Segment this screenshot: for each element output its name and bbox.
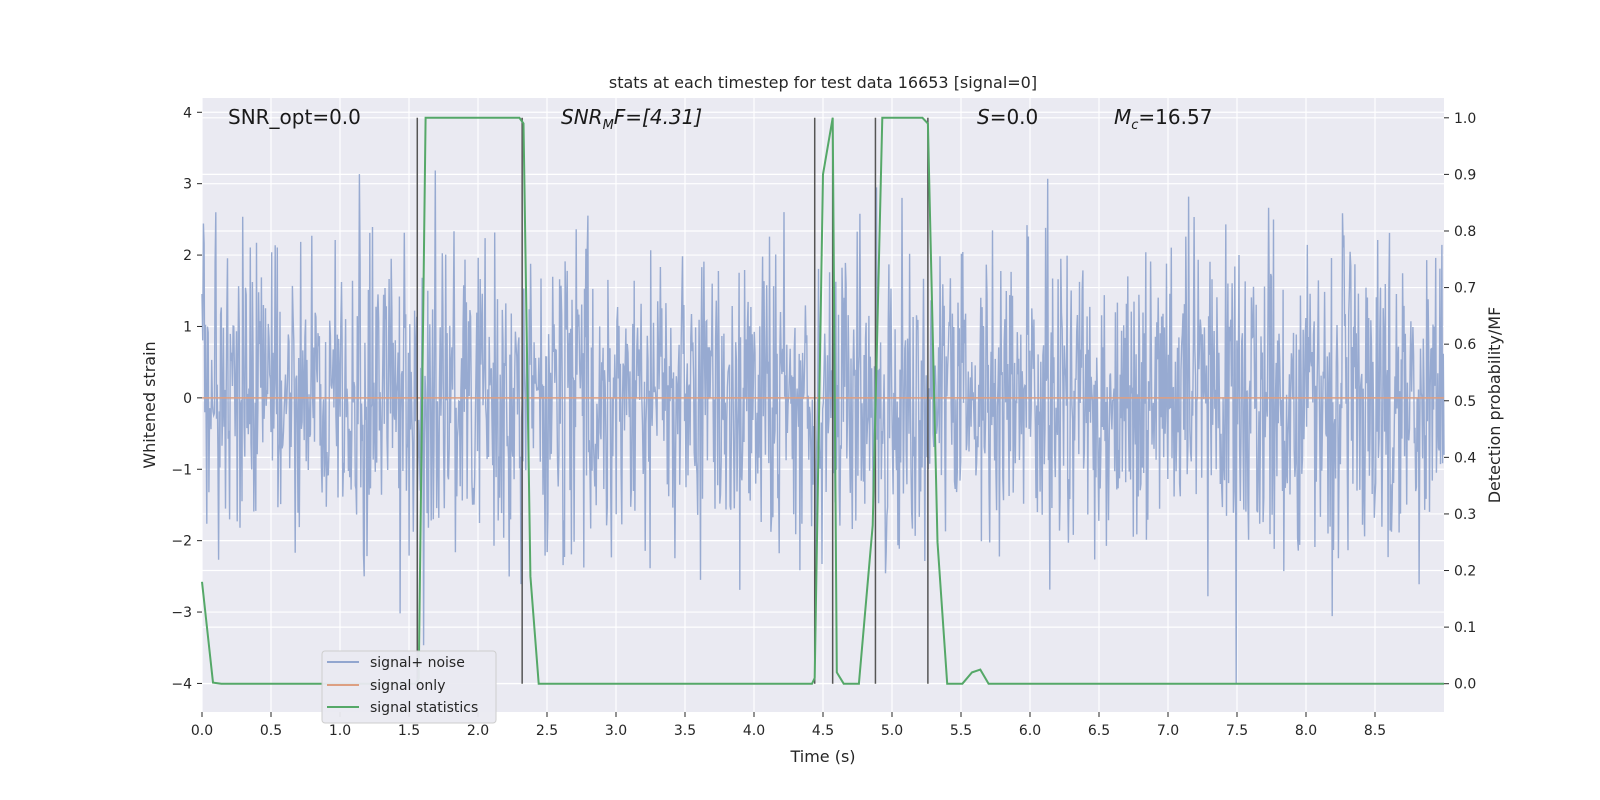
x-tick-label: 2.0	[467, 723, 489, 739]
annotation-mc: Mc=16.57	[1114, 105, 1212, 133]
x-tick-label: 1.5	[398, 723, 420, 739]
x-axis-label: Time (s)	[789, 747, 855, 766]
x-tick-label: 6.5	[1088, 723, 1110, 739]
y-tick-label-left: 1	[183, 319, 192, 335]
y-tick-label-left: 2	[183, 248, 192, 264]
x-tick-label: 5.5	[950, 723, 972, 739]
y-tick-label-right: 0.5	[1454, 394, 1476, 410]
x-tick-label: 8.5	[1364, 723, 1386, 739]
y-tick-label-right: 0.9	[1454, 167, 1476, 183]
y-tick-label-left: −3	[171, 605, 192, 621]
x-tick-label: 2.5	[536, 723, 558, 739]
series-signal-noise	[201, 170, 1445, 684]
y-tick-label-right: 0.2	[1454, 564, 1476, 580]
x-tick-label: 0.5	[260, 723, 282, 739]
y-tick-label-right: 1.0	[1454, 111, 1476, 127]
annotations: SNR_opt=0.0 SNRMF=[4.31] S=0.0 Mc=16.57	[228, 105, 1212, 133]
y-tick-label-right: 0.3	[1454, 507, 1476, 523]
y-tick-label-right: 0.8	[1454, 224, 1476, 240]
x-tick-label: 5.0	[881, 723, 903, 739]
x-tick-label: 6.0	[1019, 723, 1041, 739]
signal-noise-line	[201, 170, 1445, 684]
y-tick-label-left: −4	[171, 676, 192, 692]
x-tick-label: 3.5	[674, 723, 696, 739]
chart-title: stats at each timestep for test data 166…	[609, 73, 1037, 92]
y-tick-label-right: 0.0	[1454, 677, 1476, 693]
annotation-snr-opt: SNR_opt=0.0	[228, 105, 361, 129]
y-tick-label-left: −1	[171, 462, 192, 478]
signal-statistics-line	[201, 116, 1444, 685]
legend-label-signal-statistics: signal statistics	[370, 700, 478, 716]
y-tick-label-left: 3	[183, 177, 192, 193]
y-axis-label-right: Detection probability/MF	[1485, 307, 1504, 504]
annotation-snr-mf: SNRMF=[4.31]	[561, 105, 702, 133]
y-tick-label-left: 4	[183, 105, 192, 121]
y-tick-label-left: −2	[171, 534, 192, 550]
x-tick-label: 1.0	[329, 723, 351, 739]
y-tick-label-right: 0.7	[1454, 281, 1476, 297]
y-axis-label-left: Whitened strain	[140, 341, 159, 468]
x-tick-label: 8.0	[1295, 723, 1317, 739]
legend: signal+ noise signal only signal statist…	[321, 650, 497, 724]
y-tick-label-left: 0	[183, 391, 192, 407]
legend-label-signal-only: signal only	[370, 678, 445, 694]
y-tick-label-right: 0.1	[1454, 620, 1476, 636]
annotation-s: S=0.0	[977, 105, 1038, 129]
ticks: 0.0 0.5 1.0 1.5 2.0 2.5 3.0 3.5 4.0 4.5 5.0 5.5 6.0 6…	[171, 105, 1476, 739]
x-tick-label: 7.0	[1157, 723, 1179, 739]
x-tick-label: 4.0	[743, 723, 765, 739]
x-tick-label: 3.0	[605, 723, 627, 739]
x-tick-label: 4.5	[812, 723, 834, 739]
series-signal-statistics	[201, 116, 1444, 685]
x-tick-label: 7.5	[1226, 723, 1248, 739]
y-tick-label-right: 0.4	[1454, 450, 1476, 466]
legend-box	[321, 650, 497, 724]
y-tick-label-right: 0.6	[1454, 337, 1476, 353]
legend-label-signal-noise: signal+ noise	[370, 655, 465, 671]
x-tick-label: 0.0	[191, 723, 213, 739]
